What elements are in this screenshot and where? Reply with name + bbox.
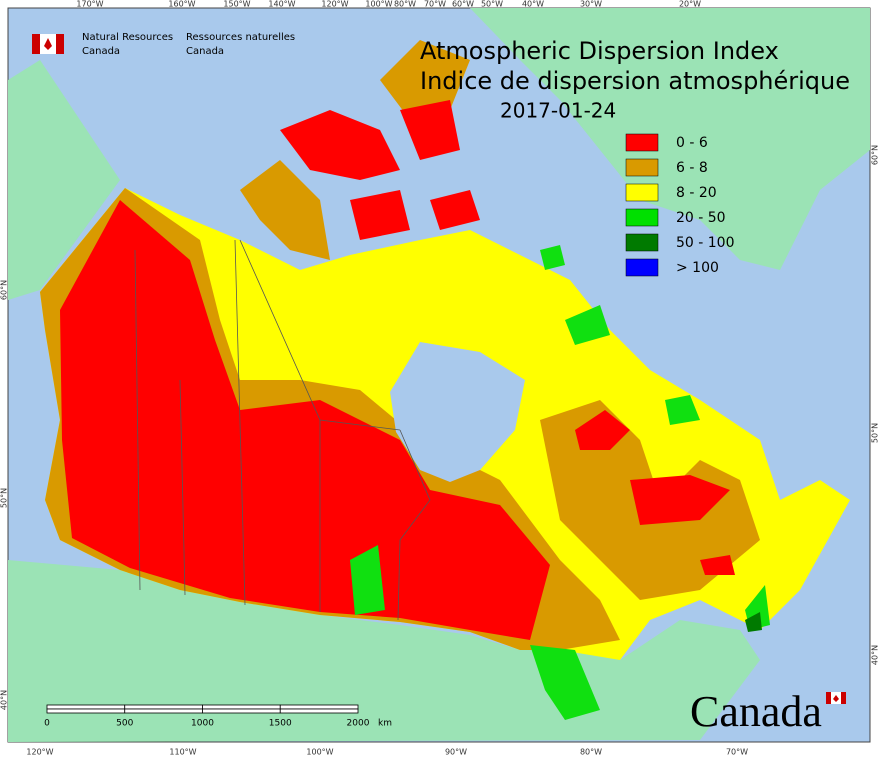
legend-swatch (625, 133, 659, 152)
alaska (8, 60, 120, 300)
legend-label: 0 - 6 (676, 135, 708, 151)
scale-segment (46, 704, 126, 710)
legend-swatch (625, 233, 659, 252)
canada-dark-green (745, 612, 762, 632)
legend-label: > 100 (676, 260, 719, 276)
graticule-label: 30°W (580, 0, 602, 9)
scale-unit: km (378, 719, 392, 729)
graticule-label: 40°N (0, 690, 9, 710)
org-fr: Ressources naturelles (186, 32, 295, 43)
scale-segment (202, 708, 281, 714)
scale-segment (46, 708, 126, 714)
graticule-label: 60°W (452, 0, 474, 9)
legend-label: 6 - 8 (676, 160, 708, 176)
graticule-label: 140°W (268, 0, 295, 9)
graticule-label: 60°N (0, 280, 9, 300)
graticule-label: 50°N (871, 423, 880, 443)
graticule-label: 20°W (679, 0, 701, 9)
legend-swatch (625, 183, 659, 202)
scale-label: 2000 (347, 719, 370, 729)
org-en: Canada (82, 46, 120, 57)
wordmark: Canada (690, 687, 822, 736)
title-en: Atmospheric Dispersion Index (420, 37, 779, 65)
graticule-label: 110°W (169, 748, 196, 757)
graticule-label: 160°W (168, 0, 195, 9)
graticule-label: 150°W (223, 0, 250, 9)
scale-segment (202, 704, 281, 710)
org-en: Natural Resources (82, 32, 173, 43)
graticule-label: 40°N (871, 645, 880, 665)
graticule-label: 100°W (306, 748, 333, 757)
graticule-label: 90°W (445, 748, 467, 757)
scale-label: 0 (44, 719, 50, 729)
wordmark-flag (826, 692, 846, 704)
graticule-label: 60°N (871, 145, 880, 165)
legend-swatch (625, 158, 659, 177)
graticule-label: 100°W (365, 0, 392, 9)
graticule-label: 70°W (726, 748, 748, 757)
legend-label: 50 - 100 (676, 235, 735, 251)
greenland (470, 8, 870, 270)
legend-label: 20 - 50 (676, 210, 726, 226)
scale-bar: 0 500 1000 1500 2000 km (44, 704, 392, 729)
canada-red (280, 100, 735, 575)
scale-label: 1000 (191, 719, 214, 729)
scale-label: 500 (116, 719, 133, 729)
scale-label: 1500 (269, 719, 292, 729)
graticule-label: 80°W (580, 748, 602, 757)
canada-orange (240, 40, 760, 600)
nrcan-flag (32, 34, 64, 54)
scale-segment (124, 704, 203, 710)
legend-swatch (625, 258, 659, 277)
scale-segment (279, 708, 359, 714)
scale-segment (124, 708, 203, 714)
graticule-label: 50°N (0, 488, 9, 508)
graticule-label: 120°W (26, 748, 53, 757)
graticule-label: 170°W (76, 0, 103, 9)
legend-swatch (625, 208, 659, 227)
org-fr: Canada (186, 46, 224, 57)
graticule-label: 120°W (321, 0, 348, 9)
graticule-label: 70°W (424, 0, 446, 9)
title-fr: Indice de dispersion atmosphérique (420, 67, 850, 95)
border (134, 239, 431, 621)
scale-segment (279, 704, 359, 710)
canada-red (60, 200, 550, 640)
graticule-label: 80°W (394, 0, 416, 9)
graticule-label: 50°W (481, 0, 503, 9)
graticule-label: 40°W (522, 0, 544, 9)
legend-label: 8 - 20 (676, 185, 717, 201)
date: 2017-01-24 (500, 99, 616, 123)
hudson-bay (390, 342, 525, 482)
